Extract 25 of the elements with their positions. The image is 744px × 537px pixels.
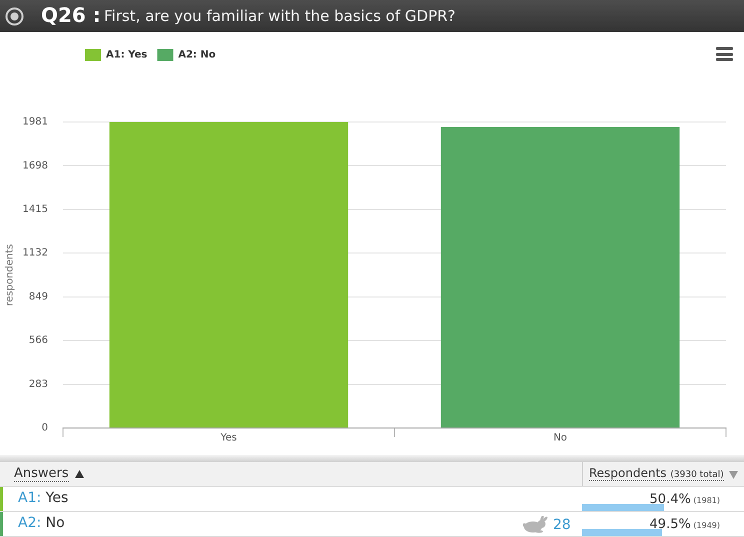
text: Answers [14,466,69,482]
y-tick-label: 849 [28,291,48,302]
x-tick-label: Yes [220,432,237,444]
text: (1981) [692,496,720,505]
chart-title: Q26 : [41,3,101,27]
text: 50.4% [650,492,691,507]
text: Respondents [589,466,667,480]
y-tick-label: 283 [28,378,48,390]
text: A1: Yes [18,490,68,506]
y-tick-label: 1698 [22,160,48,172]
text: 49.5% [650,517,691,532]
x-tick-label: No [553,432,568,444]
y-tick-label: 1981 [22,116,48,128]
legend-label: A1: Yes [106,50,148,61]
y-tick-label: 1415 [22,204,48,216]
y-axis-title: respondents [4,244,16,306]
text: 28 [553,516,571,532]
text: (3930 total) [670,470,724,480]
legend-label: A2: No [178,50,216,61]
y-tick-label: 566 [28,335,48,346]
y-tick-label: 1132 [22,248,48,259]
y-tick-label: 0 [42,422,48,434]
text: (1949) [692,521,720,530]
chart-subtitle: First, are you familiar with the basics of GDPR? [104,7,456,25]
text: A2: No [18,515,65,531]
